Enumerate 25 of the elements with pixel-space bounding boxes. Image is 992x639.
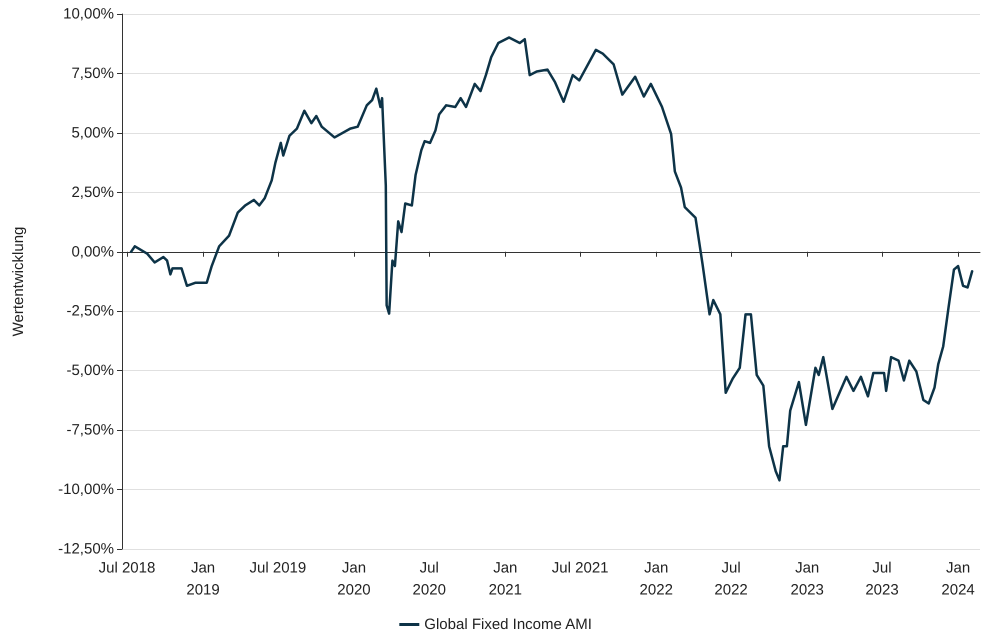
legend-label: Global Fixed Income AMI: [424, 616, 592, 633]
y-tick-label: -12,50%: [58, 540, 114, 558]
x-tick-label: Jan 2019: [186, 560, 220, 598]
y-tick-label: 10,00%: [63, 6, 114, 22]
x-tick-label: Jul 2020: [412, 560, 446, 598]
y-tick-label: 2,50%: [71, 184, 114, 201]
x-tick-label: Jul 2018: [98, 560, 156, 576]
y-tick-label: 0,00%: [71, 243, 114, 260]
line-series: [130, 36, 974, 482]
x-tick-label: Jul 2022: [714, 560, 748, 598]
x-tick-label: Jan 2023: [790, 560, 824, 598]
y-tick-label: -5,00%: [66, 362, 114, 380]
x-tick-label: Jul 2023: [865, 560, 899, 598]
x-tick-label: Jan 2020: [337, 560, 371, 598]
y-tick-label: -10,00%: [58, 481, 114, 498]
x-tick-label: Jul 2021: [552, 560, 609, 576]
y-tick-label: 5,00%: [71, 124, 114, 142]
x-tick-label: Jan 2022: [640, 560, 673, 598]
x-tick-label: Jan 2021: [488, 560, 522, 598]
y-tick-label: -2,50%: [66, 302, 114, 320]
y-axis-title: Wertentwicklung: [10, 226, 27, 336]
y-tick-label: -7,50%: [66, 422, 114, 439]
y-tick-label: 7,50%: [71, 64, 114, 82]
x-tick-label: Jul 2019: [250, 560, 306, 576]
x-tick-label: Jan 2024: [941, 560, 975, 598]
